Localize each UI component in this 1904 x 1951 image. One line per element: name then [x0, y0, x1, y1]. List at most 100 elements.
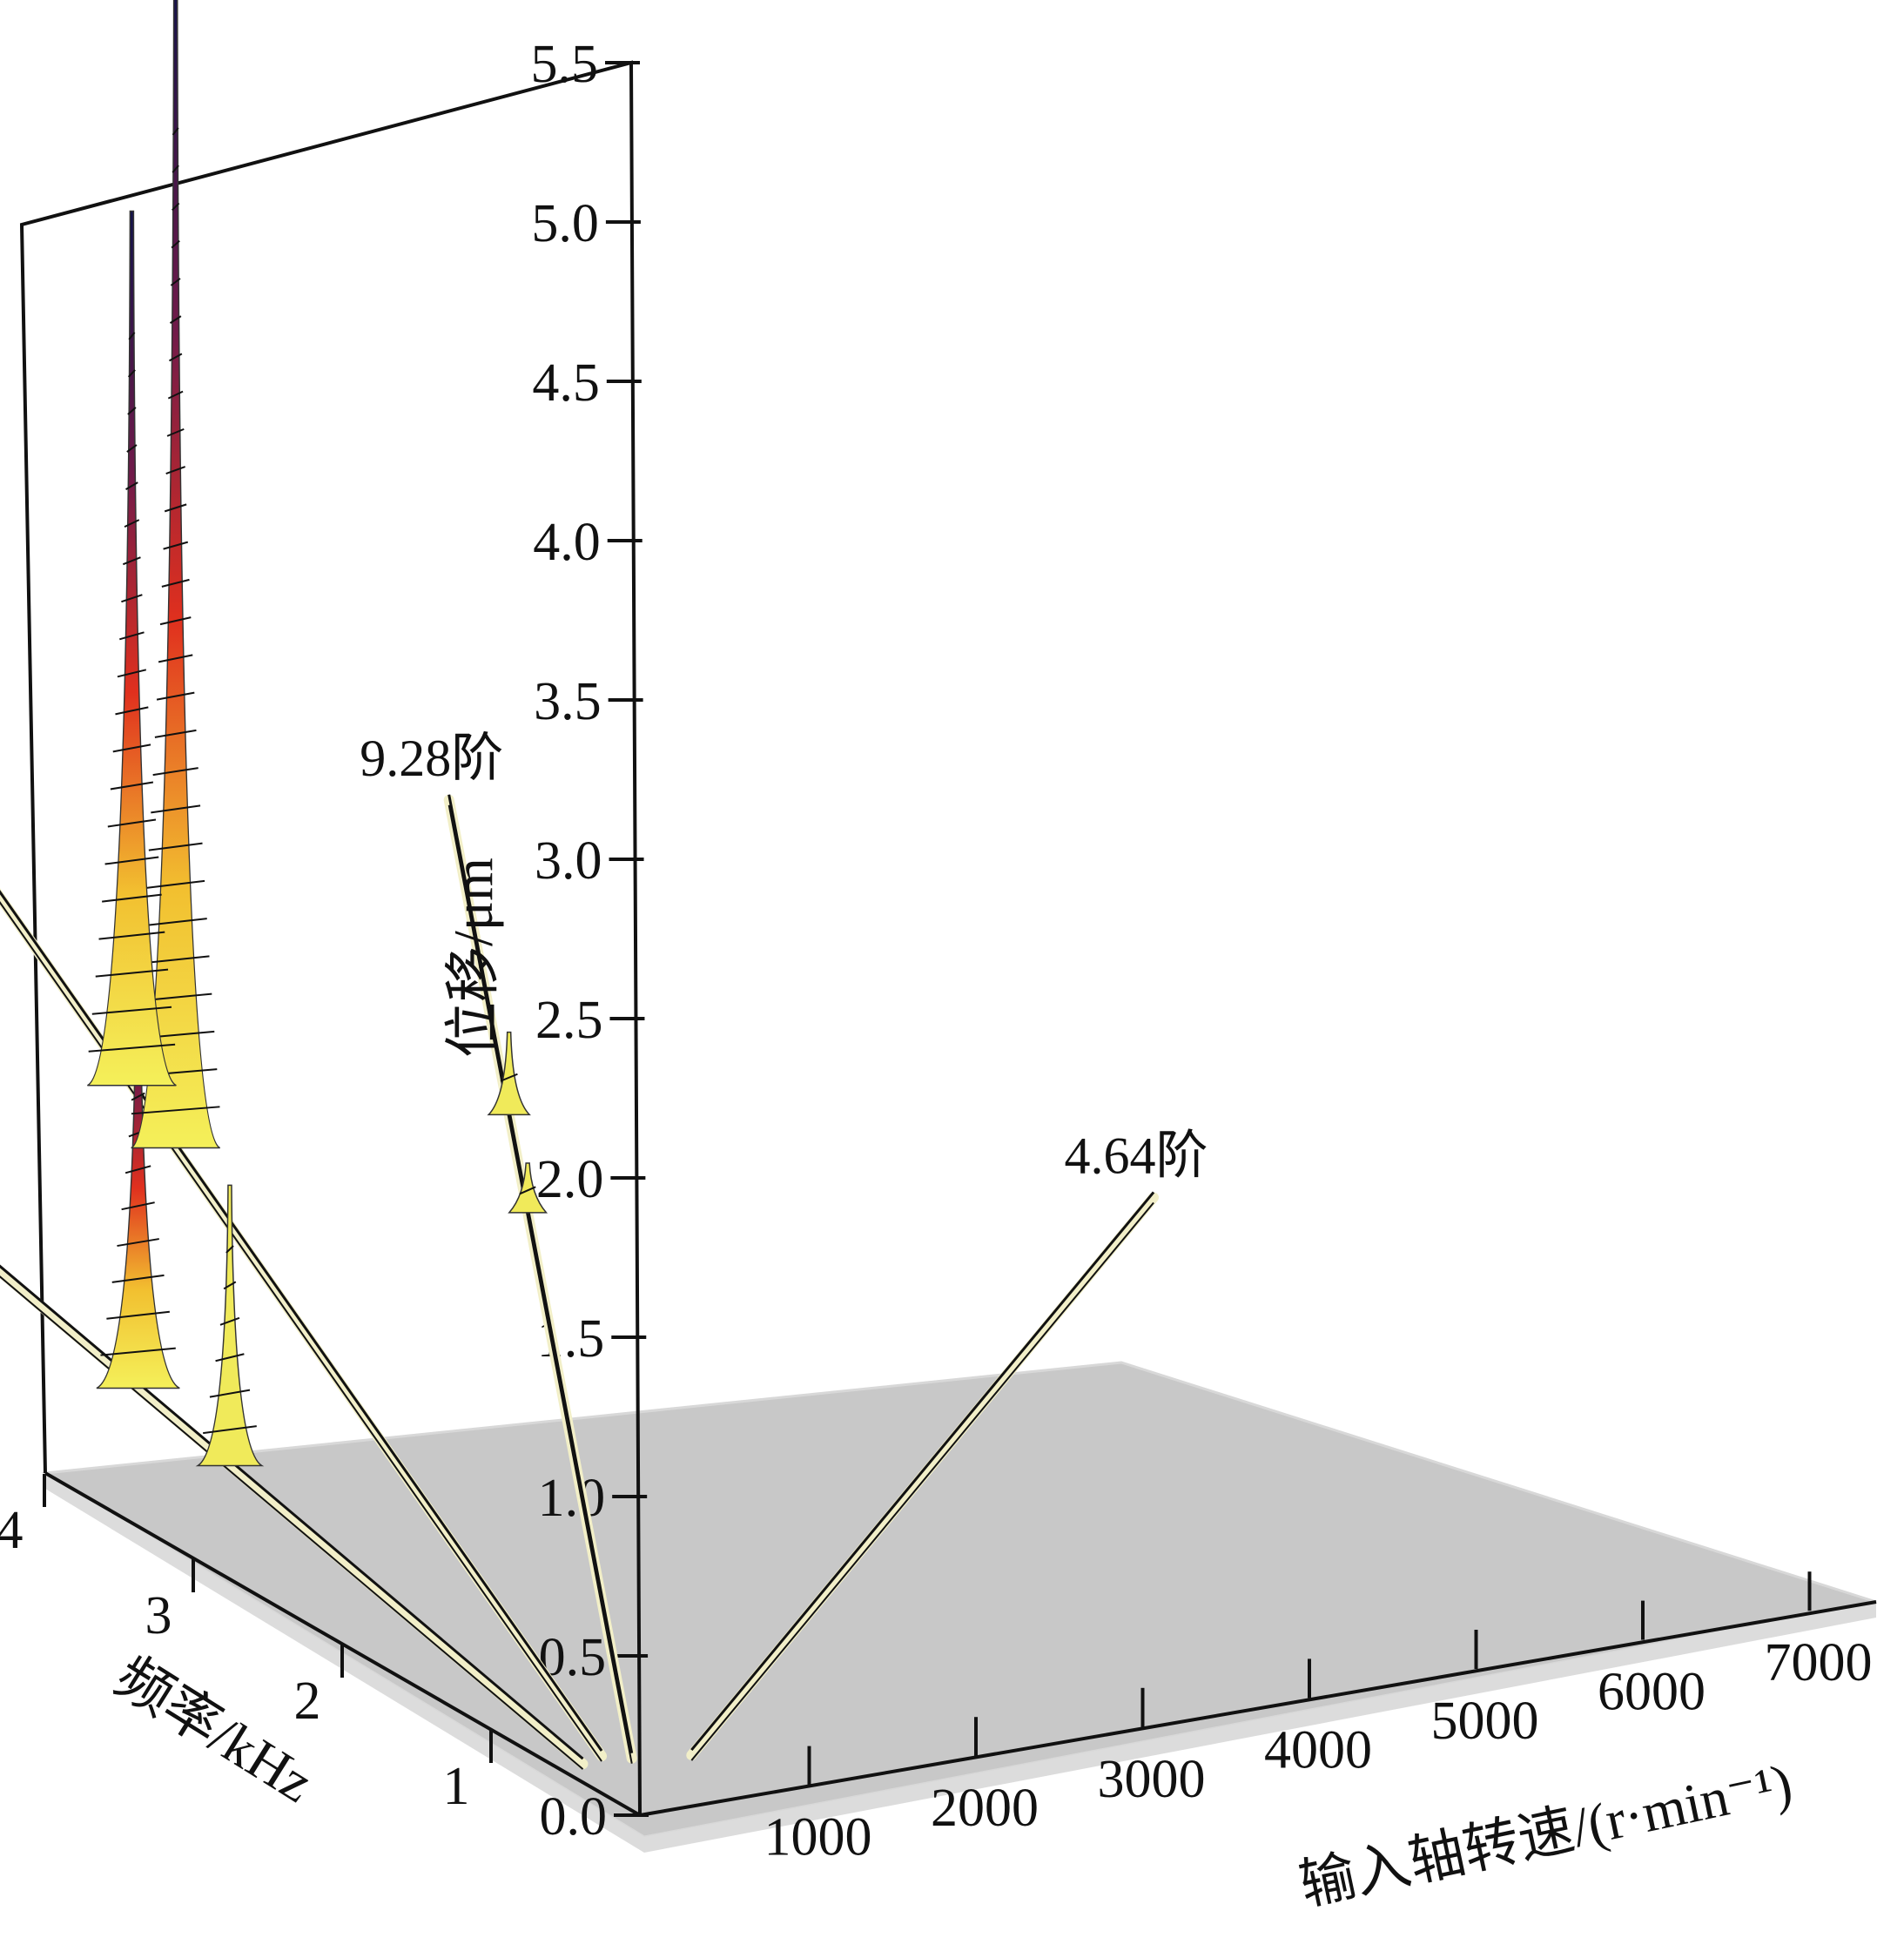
peak-contour	[154, 729, 197, 738]
peak-contour	[171, 239, 180, 249]
y-tick-label: 2	[294, 1672, 321, 1731]
peak-contour	[169, 315, 182, 324]
x-tick-label: 3000	[1098, 1750, 1206, 1809]
peak-contour	[170, 278, 181, 286]
peak-contour	[115, 706, 149, 716]
base-edge-right	[639, 1600, 1877, 1817]
order-line-edge	[447, 804, 633, 1764]
x-tick-label: 7000	[1765, 1633, 1873, 1692]
peak	[87, 210, 177, 1087]
peak-contour	[127, 407, 137, 415]
peak-contour	[131, 1092, 145, 1101]
y-tick-label: 3	[145, 1586, 172, 1645]
floor-edge	[45, 1473, 1876, 1853]
back-wall-frame	[19, 60, 642, 1816]
peak-contour	[172, 165, 179, 173]
z-tick-label: 2.5	[535, 991, 603, 1050]
peak-contour	[91, 1006, 172, 1015]
peak-contour	[121, 594, 143, 603]
x-axis-ticks: 1000 2000 3000 4000 5000 6000 7000	[764, 1571, 1873, 1867]
peak-contour	[117, 669, 147, 678]
peak-contour	[215, 1353, 245, 1362]
x-tick-label: 6000	[1598, 1663, 1706, 1722]
order-label: 9.28阶	[360, 730, 503, 787]
peak-contour	[219, 1316, 240, 1326]
z-tick-label: 5.0	[531, 194, 599, 253]
order-ridge	[686, 1192, 1160, 1761]
peak-contour	[158, 654, 193, 663]
peak-contour	[106, 1310, 170, 1320]
order-line	[447, 794, 634, 1753]
peak-contour	[125, 481, 138, 490]
z-tick-label: 5.5	[531, 35, 599, 94]
peak-contour	[144, 918, 207, 927]
order-line	[690, 1191, 1155, 1752]
peak-contour	[98, 931, 165, 940]
peak-contour	[223, 1281, 237, 1290]
peak-contour	[95, 968, 169, 978]
peak-contour	[112, 743, 151, 753]
peak-contour	[163, 541, 189, 550]
peak-contour	[88, 1043, 176, 1053]
peak-contour	[107, 818, 157, 828]
peak-contour	[164, 503, 187, 513]
peak-contour	[148, 842, 203, 851]
peak-contour	[167, 390, 184, 400]
z-axis-ticks: 0.00.51.01.52.02.53.03.54.04.55.05.5	[531, 35, 649, 1847]
z-tick-label: 2.0	[536, 1150, 604, 1209]
peak-contour	[161, 578, 190, 588]
peak-contour	[500, 1073, 518, 1082]
peak-contour	[110, 781, 154, 790]
peak-contour	[203, 1425, 257, 1435]
y-axis-ticks: 1 2 3 4	[0, 1474, 493, 1816]
z-tick-label: 1.0	[538, 1469, 606, 1528]
peak-contour	[172, 202, 180, 212]
x-tick-label: 4000	[1264, 1720, 1372, 1779]
peak-contour	[141, 955, 210, 965]
z-axis-title: 位移/μm	[442, 858, 504, 1058]
peak-contour	[100, 1347, 176, 1356]
order-line-edge	[0, 1275, 584, 1770]
z-tick-label: 0.0	[540, 1787, 608, 1847]
z-tick-label: 4.5	[532, 353, 600, 413]
peak-contour	[168, 353, 183, 362]
order-line-edge	[690, 1201, 1154, 1761]
peak-contour	[119, 631, 145, 641]
peak-contour	[159, 616, 192, 626]
z-tick-label: 3.5	[534, 672, 602, 731]
x-tick-label: 1000	[764, 1808, 872, 1867]
peak-contour	[102, 893, 162, 903]
peak-contour	[117, 1238, 159, 1248]
peak-contour	[121, 1201, 155, 1211]
peak-contour	[127, 369, 136, 378]
peak-contour	[209, 1389, 251, 1398]
y-tick-label: 4	[0, 1501, 24, 1560]
peak-contour	[126, 444, 138, 453]
peak-contour	[172, 127, 179, 136]
y-axis-title: 频率/kHz	[105, 1645, 325, 1814]
order-label: 4.64阶	[1065, 1127, 1208, 1184]
peak-contour	[146, 879, 205, 889]
peak-contour	[225, 1245, 234, 1254]
peak-contour	[122, 556, 141, 566]
order-line	[0, 1264, 584, 1760]
z-tick-label: 4.0	[533, 513, 601, 572]
peaks	[87, 0, 548, 1467]
peak-contour	[131, 1106, 220, 1115]
peak-contour	[152, 767, 198, 777]
peak-contour	[124, 1165, 151, 1174]
x-tick-label: 2000	[931, 1779, 1039, 1838]
peak-contour	[519, 1186, 536, 1195]
y-tick-label: 1	[443, 1757, 470, 1816]
peak	[195, 1184, 265, 1467]
order-ridge	[0, 1264, 589, 1770]
peak-contour	[111, 1274, 165, 1283]
peak	[487, 1031, 531, 1116]
base-edge-left	[44, 1471, 641, 1817]
peak	[508, 1162, 548, 1214]
peak-contour	[151, 804, 201, 814]
z-tick-label: 3.0	[535, 831, 602, 891]
peak-contour	[128, 332, 136, 340]
